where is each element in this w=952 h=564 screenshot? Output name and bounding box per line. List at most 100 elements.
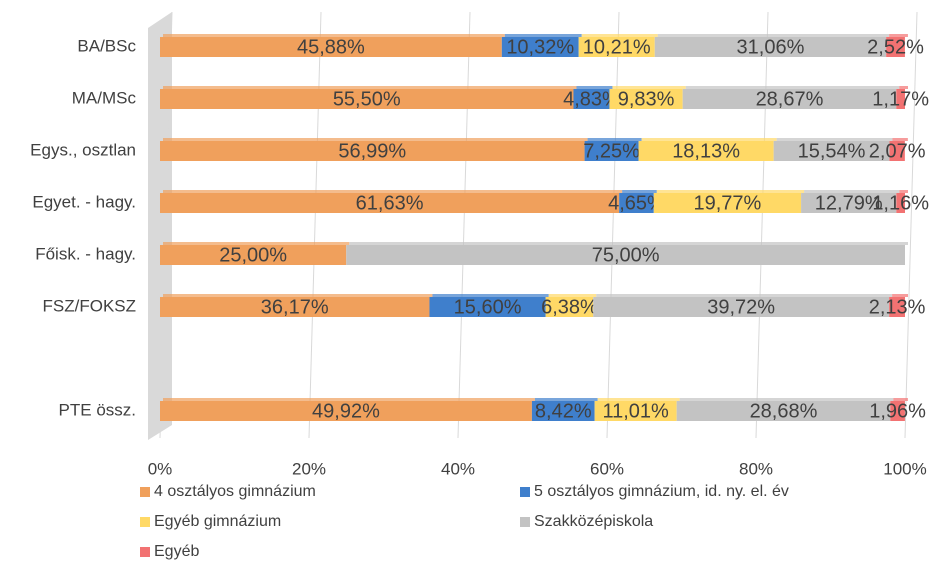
data-label: 6,38% bbox=[541, 296, 598, 318]
data-label: 25,00% bbox=[219, 244, 287, 266]
bar-segment bbox=[682, 89, 897, 109]
data-label: 56,99% bbox=[338, 140, 406, 162]
legend-label: 4 osztályos gimnázium bbox=[154, 483, 316, 500]
x-tick-label: 0% bbox=[148, 459, 173, 478]
bar-top bbox=[163, 190, 623, 193]
bar-segment bbox=[573, 89, 610, 109]
data-label: 4,65% bbox=[608, 192, 665, 214]
bar-top bbox=[892, 138, 908, 141]
bar-top bbox=[893, 398, 908, 401]
bar-segment bbox=[545, 297, 594, 317]
bar-segment bbox=[619, 193, 654, 213]
bar-top bbox=[685, 86, 900, 89]
bar-segment bbox=[160, 297, 430, 317]
bar-top bbox=[534, 398, 598, 401]
y-tick-label: Főisk. - hagy. bbox=[35, 244, 136, 263]
bar-top bbox=[504, 34, 582, 37]
bar-segment bbox=[654, 37, 887, 57]
bar-top bbox=[612, 86, 686, 89]
data-label: 1,16% bbox=[872, 192, 929, 214]
bar-top bbox=[656, 190, 805, 193]
bar-top bbox=[596, 294, 893, 297]
bar-segment bbox=[890, 401, 905, 421]
bar-top bbox=[899, 86, 908, 89]
side-wall bbox=[148, 12, 172, 440]
bar-top bbox=[163, 138, 588, 141]
data-label: 31,06% bbox=[737, 36, 805, 58]
x-tick-label: 40% bbox=[441, 459, 475, 478]
data-label: 1,96% bbox=[869, 400, 926, 422]
data-label: 39,72% bbox=[707, 296, 775, 318]
data-label: 28,68% bbox=[750, 400, 818, 422]
x-tick-label: 100% bbox=[883, 459, 926, 478]
bar-segment bbox=[578, 37, 655, 57]
grid-line bbox=[755, 11, 769, 439]
bar-top bbox=[349, 242, 908, 245]
data-label: 36,17% bbox=[261, 296, 329, 318]
grid-line bbox=[457, 11, 471, 439]
x-tick-label: 20% bbox=[292, 459, 326, 478]
bar-segment bbox=[160, 89, 574, 109]
data-label: 8,42% bbox=[535, 400, 592, 422]
bar-top bbox=[163, 86, 577, 89]
legend-swatch bbox=[520, 487, 530, 497]
data-label: 28,67% bbox=[756, 88, 824, 110]
data-label: 55,50% bbox=[333, 88, 401, 110]
bar-segment bbox=[160, 37, 502, 57]
data-label: 11,01% bbox=[602, 400, 669, 422]
bar-segment bbox=[346, 245, 905, 265]
bar-top bbox=[587, 138, 642, 141]
y-tick-label: Egys., osztlan bbox=[30, 140, 136, 159]
bar-top bbox=[163, 242, 350, 245]
bar-segment bbox=[609, 89, 683, 109]
y-tick-label: Egyet. - hagy. bbox=[32, 192, 136, 211]
bar-segment bbox=[773, 141, 890, 161]
legend-swatch bbox=[140, 547, 150, 557]
bar-top bbox=[641, 138, 777, 141]
bar-top bbox=[622, 190, 657, 193]
bar-top bbox=[899, 190, 908, 193]
bar-top bbox=[581, 34, 658, 37]
grid-line bbox=[606, 11, 620, 439]
data-label: 45,88% bbox=[297, 36, 365, 58]
legend-label: Szakközépiskola bbox=[534, 513, 653, 530]
data-label: 12,79% bbox=[815, 192, 883, 214]
bar-top bbox=[679, 398, 894, 401]
y-tick-label: MA/MSc bbox=[72, 88, 137, 107]
y-tick-label: PTE össz. bbox=[59, 400, 136, 419]
bar-segment bbox=[160, 141, 585, 161]
bar-segment bbox=[429, 297, 546, 317]
bar-top bbox=[576, 86, 613, 89]
bar-top bbox=[163, 294, 433, 297]
legend-swatch bbox=[140, 517, 150, 527]
bar-segment bbox=[593, 297, 890, 317]
bar-segment bbox=[160, 193, 620, 213]
bar-segment bbox=[531, 401, 595, 421]
legend-label: 5 osztályos gimnázium, id. ny. el. év bbox=[534, 483, 789, 500]
data-label: 2,07% bbox=[869, 140, 926, 162]
data-label: 4,83% bbox=[563, 88, 620, 110]
bar-top bbox=[597, 398, 680, 401]
bar-segment bbox=[160, 245, 347, 265]
bar-top bbox=[892, 294, 908, 297]
data-label: 7,25% bbox=[583, 140, 640, 162]
data-label: 15,60% bbox=[454, 296, 522, 318]
legend-swatch bbox=[140, 487, 150, 497]
bar-segment bbox=[638, 141, 774, 161]
x-tick-label: 60% bbox=[590, 459, 624, 478]
bar-segment bbox=[653, 193, 802, 213]
data-label: 2,52% bbox=[867, 36, 924, 58]
bar-top bbox=[432, 294, 549, 297]
bar-segment bbox=[889, 297, 905, 317]
bar-segment bbox=[886, 37, 905, 57]
data-label: 1,17% bbox=[872, 88, 929, 110]
bar-segment bbox=[801, 193, 897, 213]
bar-top bbox=[548, 294, 597, 297]
data-label: 10,21% bbox=[583, 36, 651, 58]
bar-top bbox=[804, 190, 900, 193]
data-label: 75,00% bbox=[592, 244, 660, 266]
bar-segment bbox=[594, 401, 677, 421]
bar-segment bbox=[160, 401, 532, 421]
bar-segment bbox=[501, 37, 579, 57]
